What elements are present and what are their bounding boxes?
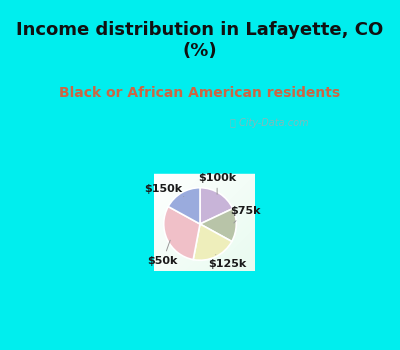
Text: ⓘ City-Data.com: ⓘ City-Data.com <box>230 118 309 128</box>
Wedge shape <box>200 188 233 224</box>
Text: $150k: $150k <box>145 184 184 196</box>
Text: $100k: $100k <box>198 173 236 194</box>
Wedge shape <box>168 188 200 224</box>
Wedge shape <box>193 224 232 260</box>
Text: $50k: $50k <box>148 240 178 266</box>
Text: Income distribution in Lafayette, CO
(%): Income distribution in Lafayette, CO (%) <box>16 21 384 61</box>
Wedge shape <box>200 209 236 242</box>
Text: Black or African American residents: Black or African American residents <box>60 86 340 100</box>
Wedge shape <box>164 206 200 260</box>
Text: $75k: $75k <box>230 206 261 223</box>
Text: $125k: $125k <box>208 255 246 269</box>
